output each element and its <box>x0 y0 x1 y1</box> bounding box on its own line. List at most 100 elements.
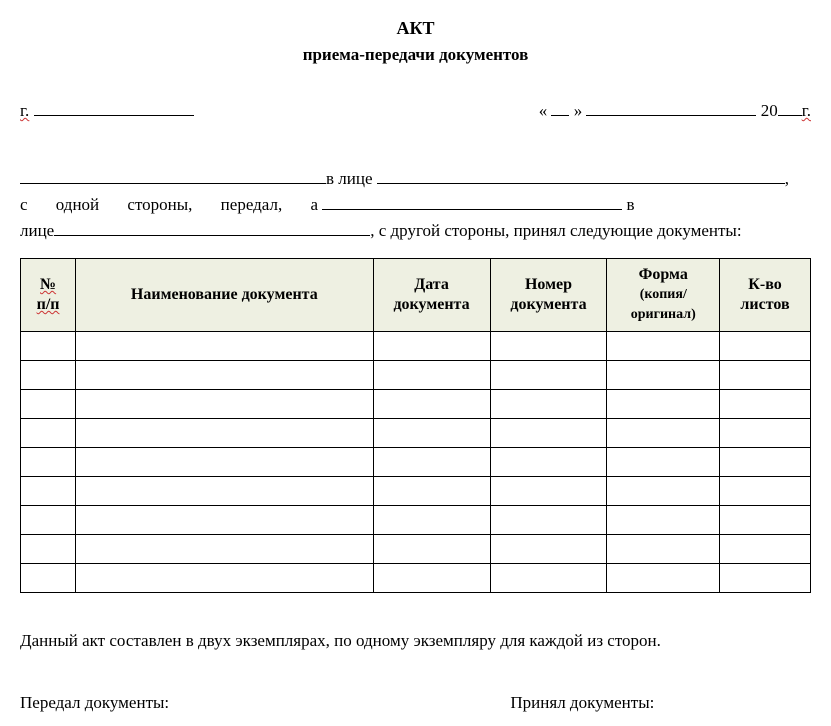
col-form: Форма (копия/оригинал) <box>607 259 720 332</box>
table-cell[interactable] <box>373 506 490 535</box>
table-cell[interactable] <box>490 506 607 535</box>
doc-title: АКТ <box>20 18 811 39</box>
table-cell[interactable] <box>607 332 720 361</box>
table-cell[interactable] <box>21 390 76 419</box>
documents-table: №п/п Наименование документа Датадокумент… <box>20 258 811 593</box>
date-month-blank[interactable] <box>586 99 756 116</box>
table-cell[interactable] <box>490 419 607 448</box>
city-block: г. <box>20 99 194 122</box>
doc-subtitle: приема-передачи документов <box>20 45 811 65</box>
table-row <box>21 448 811 477</box>
table-row <box>21 535 811 564</box>
table-row <box>21 332 811 361</box>
table-cell[interactable] <box>21 564 76 593</box>
sign-right: Принял документы: <box>510 693 654 713</box>
table-row <box>21 361 811 390</box>
table-row <box>21 419 811 448</box>
table-cell[interactable] <box>720 361 811 390</box>
table-cell[interactable] <box>21 332 76 361</box>
table-row <box>21 564 811 593</box>
table-cell[interactable] <box>720 419 811 448</box>
table-cell[interactable] <box>490 332 607 361</box>
table-cell[interactable] <box>373 419 490 448</box>
table-cell[interactable] <box>76 477 373 506</box>
table-cell[interactable] <box>607 535 720 564</box>
col-no: Номердокумента <box>490 259 607 332</box>
table-cell[interactable] <box>607 477 720 506</box>
table-cell[interactable] <box>21 535 76 564</box>
table-cell[interactable] <box>373 477 490 506</box>
date-quote-open: « <box>539 101 548 120</box>
col-name: Наименование документа <box>76 259 373 332</box>
table-cell[interactable] <box>720 564 811 593</box>
col-num-label: №п/п <box>37 276 60 313</box>
table-cell[interactable] <box>76 448 373 477</box>
col-date: Датадокумента <box>373 259 490 332</box>
table-cell[interactable] <box>490 448 607 477</box>
party1-rep-blank[interactable] <box>377 167 785 184</box>
table-cell[interactable] <box>720 477 811 506</box>
date-block: « » 20г. <box>539 99 811 122</box>
col-form-sublabel: (копия/оригинал) <box>611 285 715 325</box>
table-cell[interactable] <box>76 564 373 593</box>
table-cell[interactable] <box>490 477 607 506</box>
table-cell[interactable] <box>490 535 607 564</box>
table-cell[interactable] <box>490 361 607 390</box>
table-cell[interactable] <box>720 506 811 535</box>
party1-blank[interactable] <box>20 167 326 184</box>
sign-left: Передал документы: <box>20 693 510 713</box>
table-row <box>21 506 811 535</box>
party2-blank[interactable] <box>322 193 622 210</box>
city-prefix: г. <box>20 101 29 120</box>
table-cell[interactable] <box>607 419 720 448</box>
table-cell[interactable] <box>373 332 490 361</box>
col-num: №п/п <box>21 259 76 332</box>
table-cell[interactable] <box>373 535 490 564</box>
col-form-label: Форма <box>639 266 688 283</box>
table-cell[interactable] <box>76 419 373 448</box>
table-cell[interactable] <box>607 448 720 477</box>
col-count: К-волистов <box>720 259 811 332</box>
signatures-row: Передал документы: Принял документы: <box>20 693 811 713</box>
table-cell[interactable] <box>607 390 720 419</box>
date-row: г. « » 20г. <box>20 99 811 122</box>
in-person-1: в лице <box>326 169 373 188</box>
table-cell[interactable] <box>76 506 373 535</box>
date-year-suffix: г. <box>802 101 811 120</box>
party2-rep-blank[interactable] <box>54 219 370 236</box>
table-cell[interactable] <box>607 506 720 535</box>
table-cell[interactable] <box>720 448 811 477</box>
table-cell[interactable] <box>720 332 811 361</box>
date-year-blank[interactable] <box>778 99 802 116</box>
table-cell[interactable] <box>607 564 720 593</box>
table-cell[interactable] <box>76 332 373 361</box>
table-cell[interactable] <box>490 564 607 593</box>
line2-start: с одной стороны, передал, а <box>20 195 318 214</box>
table-header-row: №п/п Наименование документа Датадокумент… <box>21 259 811 332</box>
table-body <box>21 332 811 593</box>
table-cell[interactable] <box>607 361 720 390</box>
table-cell[interactable] <box>373 361 490 390</box>
document-page: АКТ приема-передачи документов г. « » 20… <box>0 0 831 726</box>
table-cell[interactable] <box>720 535 811 564</box>
footer-paragraph: Данный акт составлен в двух экземплярах,… <box>20 631 811 651</box>
table-cell[interactable] <box>373 564 490 593</box>
table-cell[interactable] <box>76 390 373 419</box>
date-quote-close: » <box>574 101 583 120</box>
table-cell[interactable] <box>21 361 76 390</box>
table-cell[interactable] <box>21 419 76 448</box>
table-cell[interactable] <box>373 390 490 419</box>
table-cell[interactable] <box>490 390 607 419</box>
table-row <box>21 477 811 506</box>
line3-end: , с другой стороны, принял следующие док… <box>370 221 741 240</box>
table-cell[interactable] <box>21 448 76 477</box>
table-cell[interactable] <box>76 361 373 390</box>
table-cell[interactable] <box>21 477 76 506</box>
table-cell[interactable] <box>21 506 76 535</box>
table-cell[interactable] <box>720 390 811 419</box>
date-day-blank[interactable] <box>551 99 569 116</box>
table-cell[interactable] <box>76 535 373 564</box>
city-blank[interactable] <box>34 99 194 116</box>
line3-start: лице <box>20 221 54 240</box>
table-cell[interactable] <box>373 448 490 477</box>
